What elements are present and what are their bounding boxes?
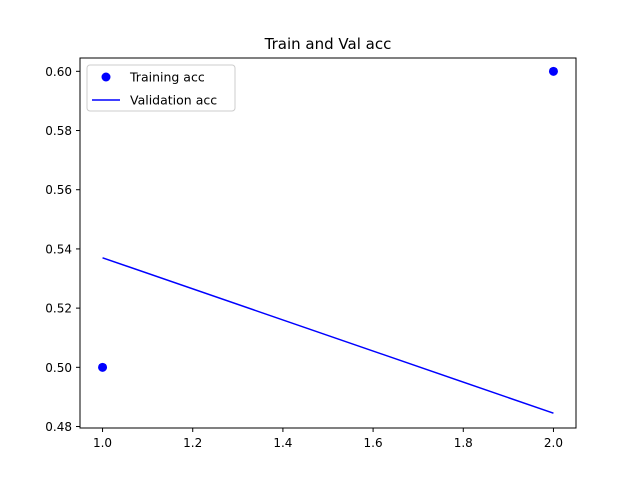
x-tick-label-5: 2.0 <box>544 436 563 450</box>
y-tick-label-2: 0.52 <box>45 302 72 316</box>
y-tick-label-4: 0.56 <box>45 183 72 197</box>
y-tick-label-0: 0.48 <box>45 420 72 434</box>
legend-swatch-0 <box>101 72 111 82</box>
legend: Training acc Validation acc <box>86 64 236 112</box>
legend-label-1: Validation acc <box>130 93 217 108</box>
y-axis: 0.48 0.50 0.52 0.54 0.56 0.58 0.60 <box>45 65 80 434</box>
x-axis: 1.0 1.2 1.4 1.6 1.8 2.0 <box>93 428 563 450</box>
x-tick-label-4: 1.8 <box>454 436 473 450</box>
series-line-1 <box>102 257 554 414</box>
y-tick-label-1: 0.50 <box>45 361 72 375</box>
x-tick-label-0: 1.0 <box>93 436 112 450</box>
y-tick-label-5: 0.58 <box>45 124 72 138</box>
axes-frame <box>79 57 577 429</box>
y-tick-label-6: 0.60 <box>45 65 72 79</box>
legend-box <box>86 64 236 112</box>
x-tick-label-2: 1.4 <box>273 436 292 450</box>
series-point-0-1 <box>548 66 558 76</box>
x-tick-label-1: 1.2 <box>183 436 202 450</box>
y-tick-label-3: 0.54 <box>45 242 72 256</box>
series-point-0-0 <box>98 362 108 372</box>
plot-area <box>98 66 558 414</box>
x-tick-label-3: 1.6 <box>364 436 383 450</box>
chart-title: Train and Val acc <box>264 35 392 53</box>
legend-label-0: Training acc <box>129 70 205 85</box>
